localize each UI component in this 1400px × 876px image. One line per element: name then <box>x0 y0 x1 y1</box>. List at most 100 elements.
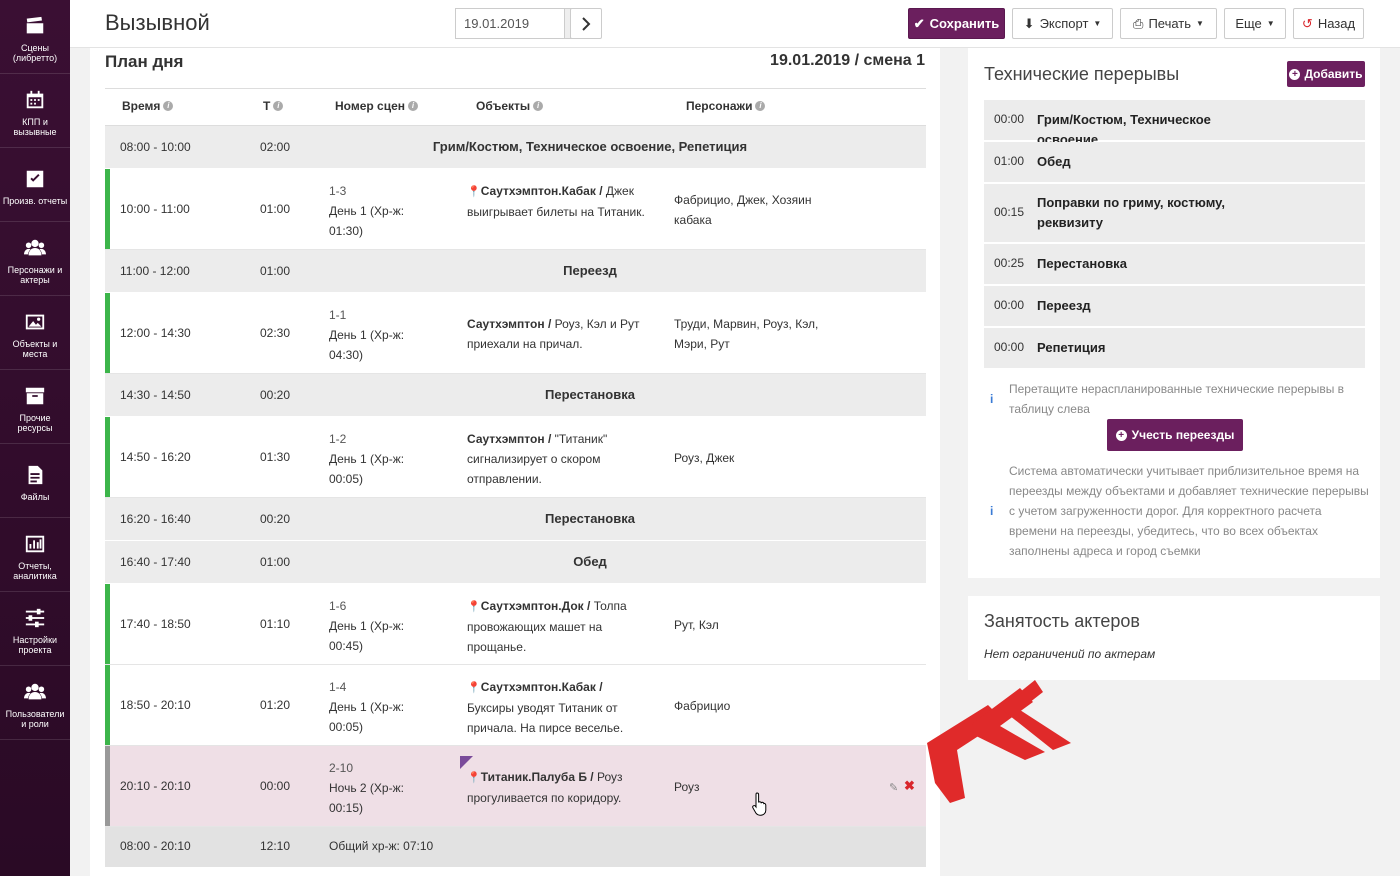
map-pin-icon: 📍 <box>467 772 481 784</box>
break-row[interactable]: 16:40 - 17:40 01:00 Обед <box>105 541 926 584</box>
tech-breaks-list: 00:00 Грим/Костюм, Техническое освоение … <box>984 100 1365 370</box>
tech-break-item[interactable]: 00:00 Грим/Костюм, Техническое освоение <box>984 100 1365 147</box>
sidebar-item-analytics[interactable]: Отчеты, аналитика <box>0 518 70 592</box>
scene-row-selected[interactable]: 20:10 - 20:10 00:00 2-10 Ночь 2 (Хр-ж: 00… <box>105 746 926 827</box>
sidebar-item-users[interactable]: Пользователи и роли <box>0 666 70 740</box>
row-duration: 00:20 <box>260 388 291 402</box>
tech-break-item[interactable]: 00:00 Репетиция <box>984 328 1365 368</box>
total-duration: 12:10 <box>260 839 291 853</box>
scene-day: Ночь 2 (Хр-ж: 00:15) <box>329 781 404 815</box>
account-travel-label: Учесть переезды <box>1131 428 1235 442</box>
break-row[interactable]: 11:00 - 12:00 01:00 Переезд <box>105 250 926 293</box>
sidebar-item-characters[interactable]: Персонажи и актеры <box>0 222 70 296</box>
export-button[interactable]: ⬇ Экспорт ▼ <box>1012 8 1113 39</box>
info-icon[interactable]: i <box>163 101 174 111</box>
account-travel-button[interactable]: + Учесть переезды <box>1107 419 1243 451</box>
next-date-button[interactable] <box>570 8 602 39</box>
col-scene-nums: Номер сцен i <box>335 99 419 113</box>
actors-availability-panel: Занятость актеров Нет ограничений по акт… <box>968 596 1380 680</box>
sidebar-item-resources[interactable]: Прочие ресурсы <box>0 370 70 444</box>
object-cell: 📍Саутхэмптон.Док / Толпа провожающих маш… <box>467 599 627 654</box>
tech-break-item[interactable]: 00:25 Перестановка <box>984 244 1365 284</box>
scene-number-cell: 1-3 День 1 (Хр-ж: 01:30) <box>329 181 439 241</box>
row-time: 12:00 - 14:30 <box>120 326 191 340</box>
object-name: Саутхэмптон <box>467 317 545 331</box>
add-break-label: Добавить <box>1304 67 1363 81</box>
chevron-down-icon: ▼ <box>1196 19 1204 28</box>
sidebar-item-label: Сцены (либретто) <box>12 42 58 63</box>
tech-break-item[interactable]: 00:15 Поправки по гриму, костюму, реквиз… <box>984 184 1365 242</box>
object-cell: Саутхэмптон / Роуз, Кэл и Рут приехали н… <box>467 317 640 351</box>
page-title: Вызывной <box>105 10 210 35</box>
break-name: Перестановка <box>1037 256 1127 271</box>
topbar: Вызывной ✔ Сохранить ⬇ Экспорт ▼ ⎙ Печат… <box>70 0 1400 48</box>
print-button[interactable]: ⎙ Печать ▼ <box>1120 8 1217 39</box>
break-duration: 00:00 <box>994 298 1025 312</box>
break-row[interactable]: 16:20 - 16:40 00:20 Перестановка <box>105 498 926 541</box>
pencil-icon[interactable]: ✎ <box>889 782 899 794</box>
info-icon[interactable]: i <box>755 101 766 111</box>
export-label: Экспорт <box>1039 16 1089 31</box>
scene-row[interactable]: 18:50 - 20:10 01:20 1-4 День 1 (Хр-ж: 00:… <box>105 665 926 746</box>
plan-title: План дня <box>105 52 184 71</box>
add-break-button[interactable]: + Добавить <box>1287 61 1365 87</box>
scene-number: 2-10 <box>329 761 354 775</box>
scene-number: 1-4 <box>329 680 347 694</box>
clapperboard-icon <box>26 16 44 33</box>
date-input[interactable] <box>455 8 565 39</box>
info-icon[interactable]: i <box>408 101 419 111</box>
total-time: 08:00 - 20:10 <box>120 839 191 853</box>
scene-row[interactable]: 12:00 - 14:30 02:30 1-1 День 1 (Хр-ж: 04:… <box>105 293 926 374</box>
people-icon <box>24 239 46 255</box>
scene-day: День 1 (Хр-ж: 04:30) <box>329 328 405 362</box>
info-icon[interactable]: i <box>273 101 284 111</box>
sidebar-item-scenes[interactable]: Сцены (либретто) <box>0 0 70 74</box>
calendar-icon <box>26 90 44 108</box>
save-label: Сохранить <box>929 16 1000 31</box>
scene-row[interactable]: 10:00 - 11:00 01:00 1-3 День 1 (Хр-ж: 01:… <box>105 169 926 250</box>
delete-icon[interactable]: ✖ <box>904 778 915 793</box>
scene-day: День 1 (Хр-ж: 00:05) <box>329 452 405 486</box>
total-chrono: Общий хр-ж: 07:10 <box>329 839 434 853</box>
scene-description: Буксиры уводят Титаник от причала. На пи… <box>467 701 624 735</box>
scene-description: Роуз прогуливается по коридору. <box>467 770 623 805</box>
tech-break-item[interactable]: 01:00 Обед <box>984 142 1365 182</box>
back-button[interactable]: ↺ Назад <box>1293 8 1364 39</box>
row-time: 08:00 - 10:00 <box>120 140 191 154</box>
row-time: 11:00 - 12:00 <box>120 264 190 278</box>
tech-break-item[interactable]: 00:00 Переезд <box>984 286 1365 326</box>
row-duration: 01:10 <box>260 617 291 631</box>
red-arrow-icon <box>927 680 1071 803</box>
scene-description: Джек выигрывает билеты на Титаник. <box>467 184 645 219</box>
save-button[interactable]: ✔ Сохранить <box>908 8 1005 39</box>
archive-icon <box>25 387 45 404</box>
row-time: 10:00 - 11:00 <box>120 202 190 216</box>
break-title: Переезд <box>563 263 617 278</box>
scene-row[interactable]: 17:40 - 18:50 01:10 1-6 День 1 (Хр-ж: 00:… <box>105 584 926 665</box>
printer-icon: ⎙ <box>1133 15 1144 31</box>
scene-number-cell: 2-10 Ночь 2 (Хр-ж: 00:15) <box>329 758 439 818</box>
chevron-down-icon: ▼ <box>1266 19 1275 28</box>
info-icon[interactable]: i <box>533 101 544 111</box>
more-button[interactable]: Еще ▼ <box>1224 8 1286 39</box>
row-time: 14:30 - 14:50 <box>120 388 191 402</box>
sidebar-item-label: Произв. отчеты <box>2 195 68 206</box>
break-duration: 00:25 <box>994 256 1025 270</box>
sidebar-item-kpp[interactable]: КПП и вызывные <box>0 74 70 148</box>
object-cell: 📍Саутхэмптон.Кабак / Буксиры уводят Тита… <box>467 680 624 735</box>
sidebar-item-reports-prod[interactable]: Произв. отчеты <box>0 148 70 222</box>
col-t-label: Т <box>263 99 271 113</box>
sidebar-item-files[interactable]: Файлы <box>0 444 70 518</box>
print-label: Печать <box>1148 16 1192 31</box>
sidebar-item-label: Пользователи и роли <box>5 708 65 729</box>
sidebar-item-objects[interactable]: Объекты и места <box>0 296 70 370</box>
row-duration: 01:00 <box>260 202 291 216</box>
sidebar-item-label: Персонажи и актеры <box>7 264 63 285</box>
scene-row[interactable]: 14:50 - 16:20 01:30 1-2 День 1 (Хр-ж: 00:… <box>105 417 926 498</box>
total-row: 08:00 - 20:10 12:10 Общий хр-ж: 07:10 <box>105 827 926 868</box>
row-time: 18:50 - 20:10 <box>120 698 191 712</box>
break-row[interactable]: 08:00 - 10:00 02:00 Грим/Костюм, Техниче… <box>105 126 926 169</box>
break-row[interactable]: 14:30 - 14:50 00:20 Перестановка <box>105 374 926 417</box>
sidebar-item-settings[interactable]: Настройки проекта <box>0 592 70 666</box>
